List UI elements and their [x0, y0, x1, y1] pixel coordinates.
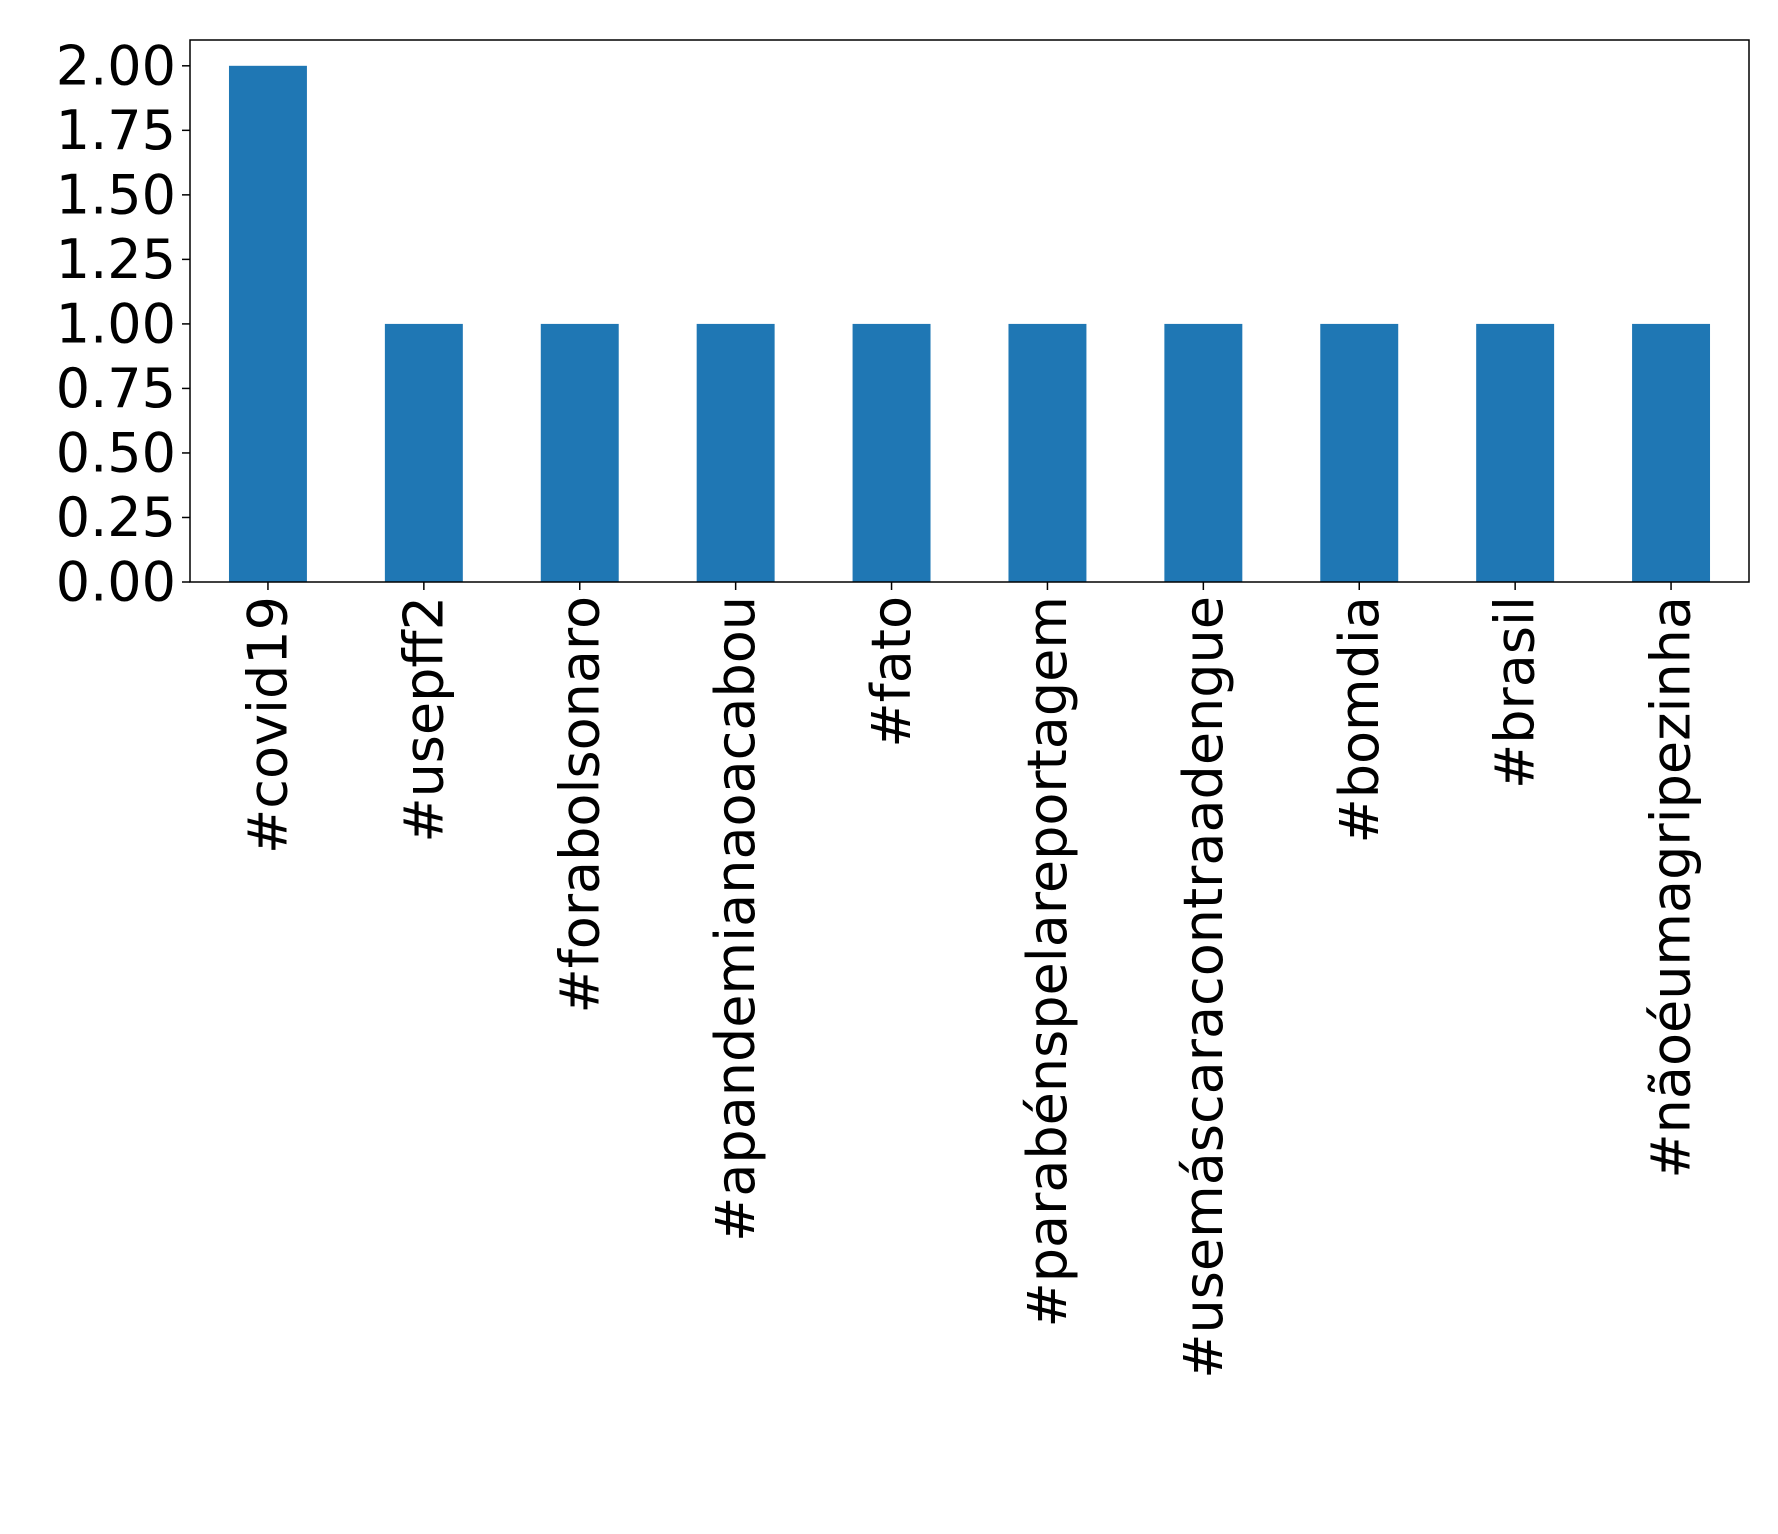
x-tick-label: #apandemianaoacabou	[704, 596, 767, 1242]
bar-3	[696, 323, 775, 582]
y-tick-label: 0.00	[56, 551, 176, 614]
y-axis: 0.000.250.500.751.001.251.501.752.00	[56, 34, 190, 614]
x-tick-label: #covid19	[236, 596, 299, 854]
y-tick-label: 1.00	[56, 292, 176, 355]
x-tick-label: #forabolsonaro	[548, 596, 611, 1013]
x-tick-label: #usepff2	[392, 596, 455, 843]
bar-4	[852, 323, 931, 582]
bar-9	[1632, 323, 1711, 582]
bar-5	[1008, 323, 1087, 582]
bar-1	[384, 323, 463, 582]
y-tick-label: 0.75	[56, 357, 176, 420]
bar-8	[1476, 323, 1555, 582]
y-tick-label: 1.50	[56, 163, 176, 226]
y-tick-label: 1.25	[56, 228, 176, 291]
x-tick-label: #brasil	[1484, 596, 1547, 789]
x-tick-label: #fato	[860, 596, 923, 748]
y-tick-label: 0.25	[56, 486, 176, 549]
x-tick-label: #usemáscaracontraadengue	[1172, 596, 1235, 1379]
y-tick-label: 2.00	[56, 34, 176, 97]
bars-group	[228, 65, 1711, 583]
bar-0	[228, 65, 307, 583]
x-tick-label: #parabénspelareportagem	[1016, 596, 1079, 1327]
bar-6	[1164, 323, 1243, 582]
bar-7	[1320, 323, 1399, 582]
plot-frame	[189, 39, 1750, 583]
x-tick-label: #bomdia	[1328, 596, 1391, 844]
x-axis: #covid19 #usepff2 #forabolsonaro #apandemia…	[236, 582, 1703, 1379]
x-tick-label: #nãoéumagripezinha	[1640, 596, 1703, 1179]
y-tick-label: 0.50	[56, 421, 176, 484]
y-tick-label: 1.75	[56, 99, 176, 162]
bar-2	[540, 323, 619, 582]
